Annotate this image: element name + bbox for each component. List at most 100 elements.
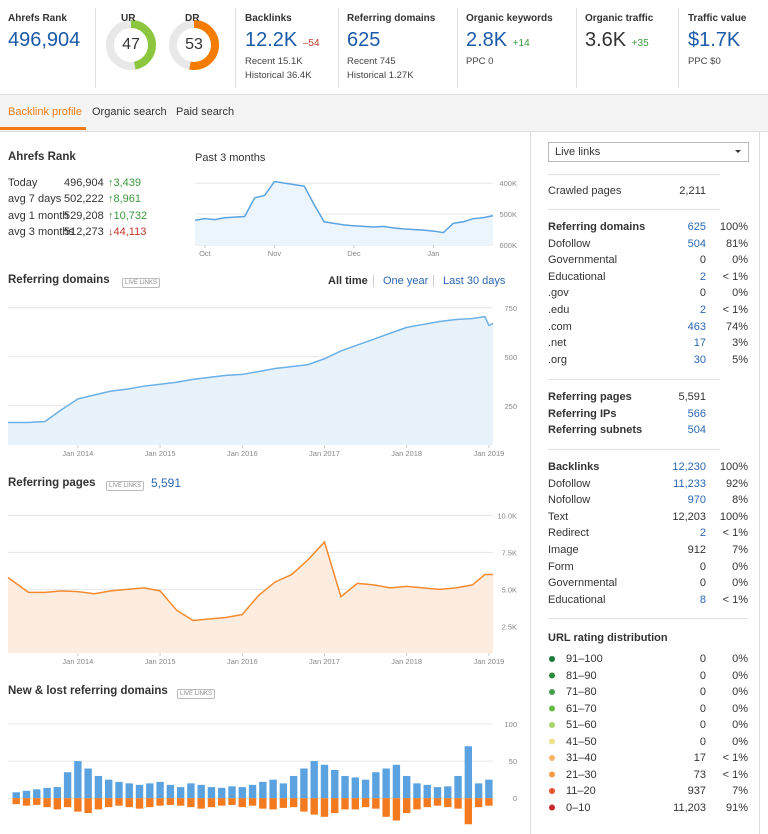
metric-label: Backlinks	[245, 13, 292, 24]
bar	[279, 783, 288, 799]
change: +35	[631, 38, 649, 49]
bar	[351, 798, 360, 810]
x-tick-label: Oct	[199, 249, 212, 258]
dr-value: 53	[185, 36, 203, 53]
x-tick-label: Jan 2015	[145, 657, 176, 666]
bar	[402, 798, 411, 814]
stat-label: .net	[548, 337, 567, 350]
bar	[22, 790, 31, 799]
metric-value: 12.2K –54	[245, 29, 320, 55]
y-tick-label: 50	[509, 757, 517, 766]
y-tick-label: 5.0K	[502, 585, 517, 594]
x-tick-label: Jan 2017	[309, 449, 340, 458]
stat-pct: < 1%	[722, 527, 748, 540]
tab-underline	[0, 127, 86, 130]
tab[interactable]: Paid search	[176, 106, 235, 118]
rating-value: 0	[699, 669, 706, 682]
row-label: avg 1 month	[8, 209, 69, 222]
bar	[454, 775, 462, 799]
bar	[289, 798, 298, 808]
stat-label: .edu	[548, 304, 570, 316]
value: 2.8K	[466, 29, 508, 51]
rating-label: 0–10	[566, 801, 591, 814]
stat-value: 11,233	[673, 477, 706, 490]
bar	[259, 781, 267, 799]
row-label: avg 3 months	[8, 225, 75, 238]
bar	[341, 775, 349, 799]
stat-pct: 100%	[719, 221, 748, 233]
rating-dot	[549, 804, 555, 811]
y-tick-label: 10.0K	[497, 511, 517, 520]
bar	[12, 798, 20, 805]
metric-sub: Historical 1.27K	[347, 70, 414, 81]
dropdown[interactable]	[548, 142, 749, 162]
rating-dot	[549, 672, 555, 679]
bar	[279, 798, 288, 808]
metric-value: 3.6K +35	[585, 29, 649, 55]
rating-dot	[549, 689, 555, 695]
dropdown-label: Live links	[555, 146, 601, 158]
stat-pct: 0%	[732, 560, 748, 573]
x-tick-label: Jan 2014	[62, 657, 93, 666]
metric-sub: PPC $0	[688, 56, 721, 67]
bar	[320, 798, 329, 817]
bar	[382, 798, 390, 817]
row-value: 512,273	[64, 225, 104, 238]
x-tick-label: Jan 2019	[473, 449, 504, 458]
range-button[interactable]: One year	[383, 275, 429, 287]
gauge-arc	[106, 20, 156, 70]
stat-value: 912	[687, 544, 706, 556]
bar	[74, 798, 82, 812]
stat-value: 463	[687, 320, 706, 333]
rating-pct: 91%	[725, 801, 748, 814]
bar	[464, 798, 473, 825]
count[interactable]: 5,591	[151, 476, 182, 490]
stat-label: Text	[548, 510, 569, 523]
rating-dot	[549, 788, 555, 794]
stat-label: Dofollow	[548, 477, 591, 490]
rating-label: 11–20	[566, 785, 596, 797]
range-button[interactable]: Last 30 days	[443, 275, 506, 287]
bar	[238, 798, 246, 808]
rating-pct: 7%	[732, 785, 748, 797]
stat-pct: < 1%	[722, 304, 748, 316]
bar	[176, 798, 185, 806]
metric-value: 496,904	[8, 29, 81, 51]
metric-label: DR	[185, 13, 200, 24]
row-value: 502,222	[64, 193, 104, 206]
tab[interactable]: Organic search	[92, 106, 167, 118]
y-tick-label: 7.5K	[502, 548, 517, 557]
row-change: ↓44,113	[108, 225, 147, 238]
stat-value: 8	[699, 593, 706, 606]
tab[interactable]: Backlink profile	[8, 106, 82, 118]
value: 3.6K	[585, 29, 627, 51]
stat-pct: 3%	[732, 337, 748, 350]
row-change: ↑8,961	[108, 193, 142, 206]
metric-sub: PPC 0	[466, 56, 494, 67]
bar	[33, 798, 41, 805]
bar	[146, 798, 154, 808]
x-tick-label: Nov	[268, 249, 282, 258]
bar	[259, 798, 267, 809]
stat-pct: 7%	[732, 544, 748, 556]
bar	[310, 761, 318, 799]
bar	[300, 798, 308, 812]
bar	[197, 798, 205, 809]
x-tick-label: Jan 2018	[391, 449, 422, 458]
bar	[187, 798, 195, 808]
rating-dot	[549, 722, 555, 728]
range-button[interactable]: All time	[328, 275, 368, 287]
separators	[95, 8, 679, 88]
stat-label: Image	[548, 544, 579, 556]
rating-label: 81–90	[566, 669, 597, 682]
bar	[43, 798, 51, 808]
stat-value: 566	[687, 407, 706, 420]
rating-value: 17	[693, 752, 706, 764]
bar	[218, 798, 226, 806]
section-title: New & lost referring domains	[8, 685, 168, 697]
bar	[382, 768, 390, 799]
rating-pct: < 1%	[722, 752, 748, 764]
area	[8, 542, 493, 653]
rating-dot	[549, 771, 555, 778]
